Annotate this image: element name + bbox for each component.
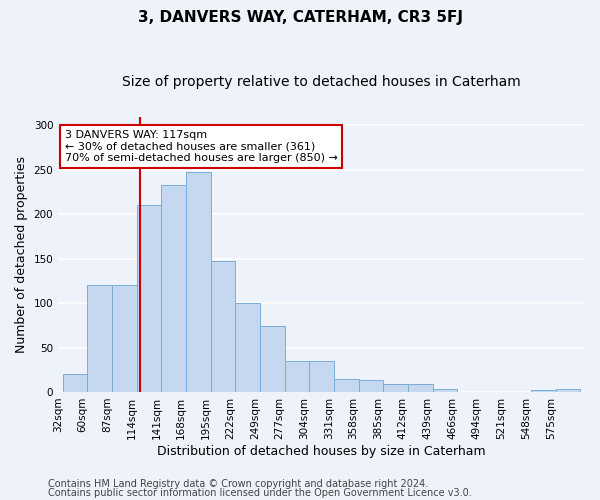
Bar <box>211 262 235 392</box>
Bar <box>284 361 309 392</box>
Text: Contains public sector information licensed under the Open Government Licence v3: Contains public sector information licen… <box>48 488 472 498</box>
Bar <box>112 286 137 392</box>
Bar <box>260 326 284 392</box>
Bar <box>408 384 433 392</box>
Bar <box>137 206 161 392</box>
Bar <box>433 390 457 392</box>
Text: 3 DANVERS WAY: 117sqm
← 30% of detached houses are smaller (361)
70% of semi-det: 3 DANVERS WAY: 117sqm ← 30% of detached … <box>65 130 337 163</box>
Bar <box>383 384 408 392</box>
Bar <box>334 378 359 392</box>
Title: Size of property relative to detached houses in Caterham: Size of property relative to detached ho… <box>122 75 521 89</box>
Bar <box>235 303 260 392</box>
Bar <box>359 380 383 392</box>
Text: 3, DANVERS WAY, CATERHAM, CR3 5FJ: 3, DANVERS WAY, CATERHAM, CR3 5FJ <box>137 10 463 25</box>
Text: Contains HM Land Registry data © Crown copyright and database right 2024.: Contains HM Land Registry data © Crown c… <box>48 479 428 489</box>
Bar <box>309 361 334 392</box>
Bar <box>88 286 112 392</box>
Bar <box>63 374 88 392</box>
Bar <box>186 172 211 392</box>
Y-axis label: Number of detached properties: Number of detached properties <box>15 156 28 353</box>
Bar <box>556 390 580 392</box>
Bar <box>531 390 556 392</box>
Bar <box>161 185 186 392</box>
X-axis label: Distribution of detached houses by size in Caterham: Distribution of detached houses by size … <box>157 444 486 458</box>
